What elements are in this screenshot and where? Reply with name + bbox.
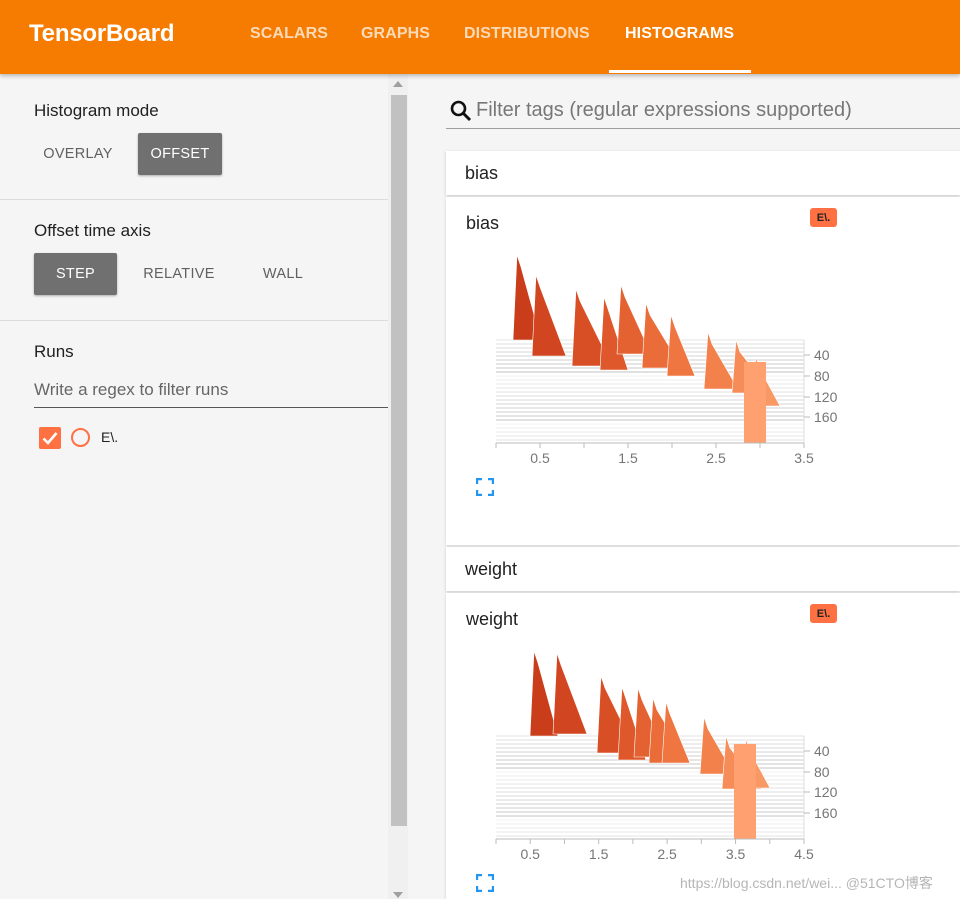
run-color-radio[interactable]	[71, 428, 90, 447]
x-tick-label: 0.5	[530, 450, 550, 466]
tab-graphs[interactable]: GRAPHS	[361, 25, 431, 42]
x-tick-label: 0.5	[520, 846, 540, 862]
relative-button[interactable]: RELATIVE	[143, 266, 215, 282]
y-tick-label: 40	[814, 743, 830, 759]
y-tick-label: 80	[814, 764, 830, 780]
category-name: bias	[465, 162, 499, 183]
offset-button[interactable]: OFFSET	[138, 133, 222, 175]
tab-distributions[interactable]: DISTRIBUTIONS	[464, 25, 590, 42]
fullscreen-icon[interactable]	[476, 478, 494, 496]
watermark: https://blog.csdn.net/wei... @51CTO博客	[680, 875, 933, 891]
tag-filter-input[interactable]	[476, 94, 956, 126]
overlay-button[interactable]: OVERLAY	[43, 146, 113, 162]
y-tick-label: 120	[814, 784, 838, 800]
scrollbar-thumb[interactable]	[391, 95, 407, 826]
run-tag: E\.	[810, 604, 837, 623]
category-name: weight	[465, 558, 518, 579]
x-tick-label: 2.5	[706, 450, 726, 466]
histogram-mode-title: Histogram mode	[34, 101, 159, 120]
run-tag: E\.	[810, 208, 837, 227]
runs-title: Runs	[34, 342, 74, 361]
run-filter-input[interactable]	[34, 372, 388, 408]
card-title: bias	[466, 213, 500, 233]
search-icon	[450, 100, 472, 122]
histogram-chart-weight: 0.5 1.5 2.5 3.5 4.5 40 80 120 160	[495, 650, 838, 862]
offset-time-axis-title: Offset time axis	[34, 221, 151, 240]
x-tick-label: 4.5	[794, 846, 814, 862]
tag-filter	[446, 92, 960, 129]
checkmark-icon	[42, 432, 58, 445]
top-app-bar: TensorBoard SCALARS GRAPHS DISTRIBUTIONS…	[0, 0, 960, 74]
divider	[0, 320, 388, 321]
y-tick-label: 120	[814, 389, 838, 405]
active-tab-indicator	[609, 70, 751, 73]
y-tick-label: 160	[814, 409, 838, 425]
step-button[interactable]: STEP	[34, 253, 117, 295]
tab-scalars[interactable]: SCALARS	[250, 25, 329, 42]
x-tick-label: 1.5	[589, 846, 609, 862]
scroll-down-arrow-icon[interactable]	[393, 892, 403, 898]
x-tick-label: 2.5	[657, 846, 677, 862]
run-label: E\.	[101, 429, 119, 445]
x-tick-label: 1.5	[618, 450, 638, 466]
x-tick-label: 3.5	[726, 846, 746, 862]
scroll-up-arrow-icon[interactable]	[393, 81, 403, 87]
histogram-card-bias: bias E\. 0.5 1.5 2.5 3.5 40 80 120 160	[446, 197, 960, 545]
tab-histograms[interactable]: HISTOGRAMS	[625, 25, 735, 42]
app-title: TensorBoard	[29, 20, 175, 47]
y-tick-label: 80	[814, 368, 830, 384]
histogram-card-weight: weight E\. 0.5 1.5 2.5 3.5 4.5 40 80 120 160	[446, 593, 960, 899]
sidebar: Histogram mode OVERLAY OFFSET Offset tim…	[0, 74, 388, 899]
wall-button[interactable]: WALL	[262, 266, 304, 282]
category-header-weight[interactable]: weight	[446, 547, 960, 591]
y-tick-label: 160	[814, 805, 838, 821]
run-checkbox[interactable]	[39, 427, 61, 449]
y-tick-label: 40	[814, 347, 830, 363]
divider	[0, 199, 388, 200]
histogram-chart-bias: 0.5 1.5 2.5 3.5 40 80 120 160	[495, 254, 838, 466]
x-tick-label: 3.5	[794, 450, 814, 466]
fullscreen-icon[interactable]	[476, 874, 494, 892]
card-title: weight	[466, 609, 519, 629]
category-header-bias[interactable]: bias	[446, 151, 960, 195]
